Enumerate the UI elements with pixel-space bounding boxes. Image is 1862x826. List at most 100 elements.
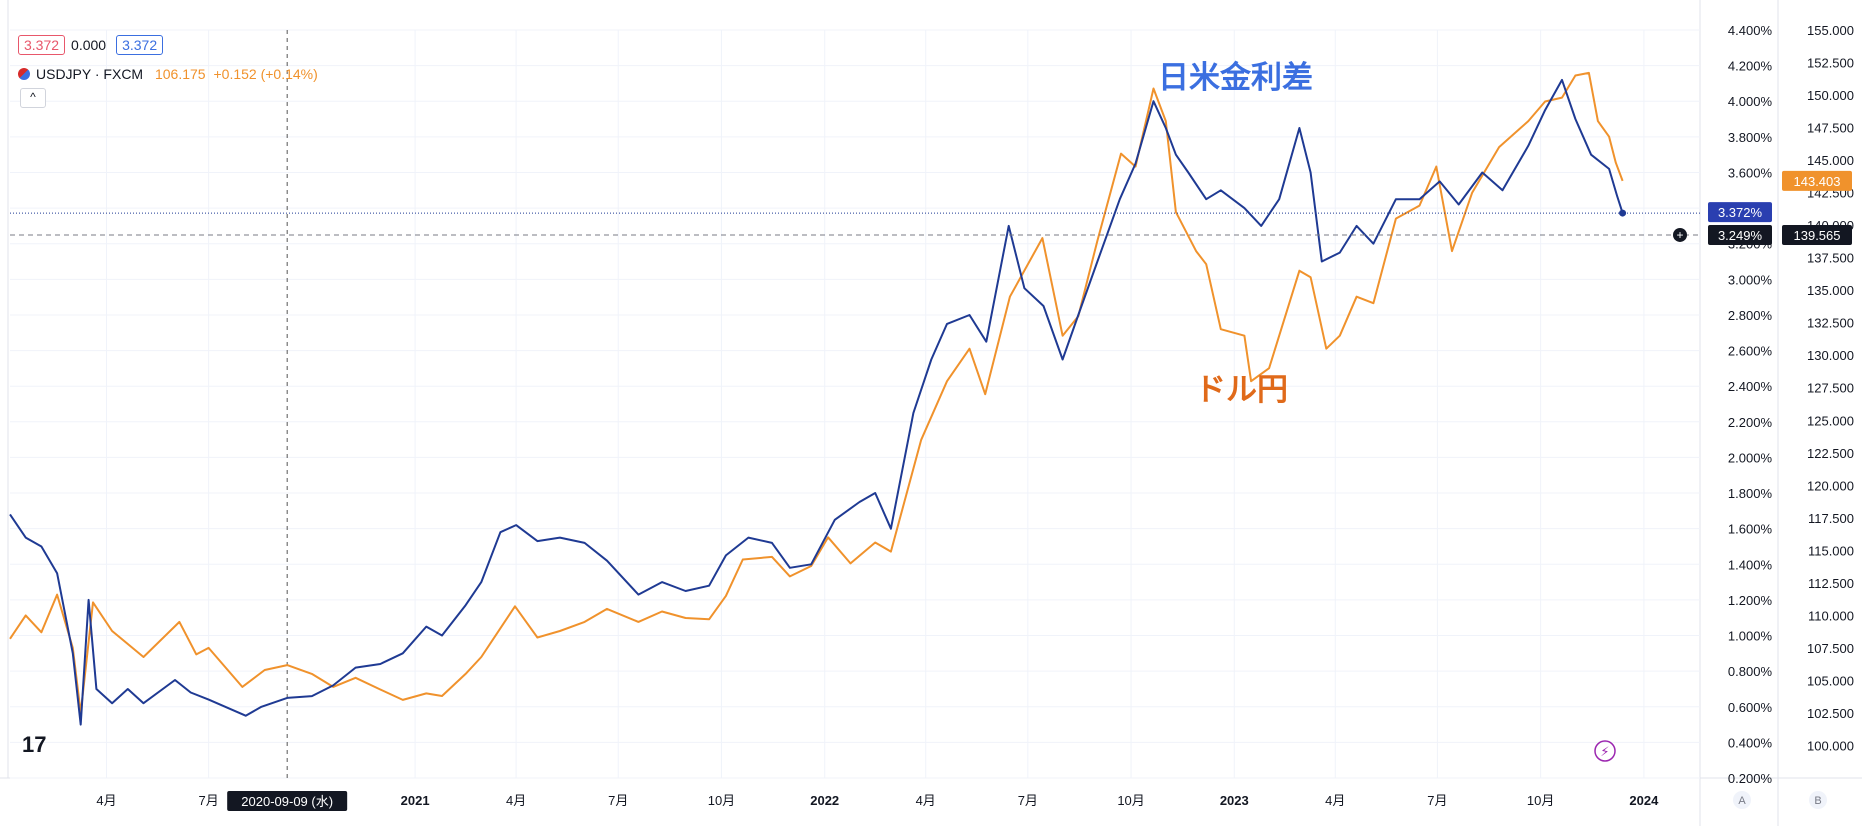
left-axis-tick: 2.000% xyxy=(1728,450,1773,465)
time-axis-tick: 2021 xyxy=(401,793,430,808)
time-axis-tick: 7月 xyxy=(199,793,219,808)
time-axis-tick: 4月 xyxy=(1325,793,1345,808)
time-axis-tick: 2022 xyxy=(810,793,839,808)
right-axis-tick: 155.000 xyxy=(1807,23,1854,38)
axis-mode-button-label: B xyxy=(1814,795,1821,807)
left-axis-tick: 3.600% xyxy=(1728,165,1773,180)
left-axis-tick: 2.800% xyxy=(1728,308,1773,323)
legend-values: 3.372 0.000 3.372 xyxy=(18,35,169,55)
right-axis-tick: 107.500 xyxy=(1807,641,1854,656)
right-axis-tick: 122.500 xyxy=(1807,446,1854,461)
right-axis-tick: 150.000 xyxy=(1807,88,1854,103)
left-axis-tick: 1.400% xyxy=(1728,557,1773,572)
left-price-axis[interactable]: 0.200% 0.400% 0.600% 0.800% 1.000% 1.200% 1.40… xyxy=(1728,23,1773,786)
left-axis-tick: 0.600% xyxy=(1728,700,1773,715)
legend-symbol-row[interactable]: USDJPY · FXCM 106.175 +0.152 (+0.14%) xyxy=(18,66,318,82)
usdjpy-last-badge xyxy=(1782,170,1852,191)
right-axis-tick: 137.500 xyxy=(1807,251,1854,266)
legend-value-change: 0.000 xyxy=(71,37,107,53)
right-axis-tick: 130.000 xyxy=(1807,348,1854,363)
right-axis-tick: 102.500 xyxy=(1807,706,1854,721)
left-axis-tick: 4.200% xyxy=(1728,59,1773,74)
axis-mode-button-b xyxy=(1809,791,1827,809)
legend-collapse-button[interactable]: ^ xyxy=(20,88,46,108)
left-axis-tick: 1.800% xyxy=(1728,486,1773,501)
spread-last-badge-text: 3.372% xyxy=(1718,205,1763,220)
right-price-axis[interactable]: 100.000 102.500 105.000 107.500 110.000 112.5… xyxy=(1807,23,1854,753)
left-axis-tick: 1.200% xyxy=(1728,593,1773,608)
legend-value-b: 3.372 xyxy=(116,35,164,55)
lightning-icon-glyph: ⚡ xyxy=(1600,744,1609,759)
time-axis-tick: 4月 xyxy=(96,793,116,808)
right-axis-tick: 115.000 xyxy=(1808,543,1854,558)
time-axis-tick: 2023 xyxy=(1220,793,1249,808)
series-layer xyxy=(9,71,1627,726)
spread-last-point xyxy=(1619,209,1627,217)
right-axis-tick: 105.000 xyxy=(1807,673,1854,688)
axis-mode-button-label: A xyxy=(1738,795,1746,807)
crosshair: 2020-09-09 (水) xyxy=(227,30,348,811)
usdjpy-line xyxy=(9,71,1624,714)
left-axis-tick: 1.000% xyxy=(1728,629,1773,644)
crosshair-left-badge xyxy=(1708,224,1772,245)
left-axis-tick: 3.800% xyxy=(1728,130,1773,145)
left-axis-tick: 0.800% xyxy=(1728,664,1773,679)
add-alert-icon-glyph: + xyxy=(1676,228,1683,242)
left-axis-tick: 2.600% xyxy=(1728,344,1773,359)
left-axis-tick: 4.400% xyxy=(1728,23,1773,38)
time-axis[interactable]: 4月 7月 2021 4月 7月 10月 2022 4月 7月 10月 2023 4月 7月 10月 202… xyxy=(96,793,1659,808)
time-axis-tick: 7月 xyxy=(1427,793,1447,808)
lightning-icon xyxy=(1594,740,1616,762)
legend-change: +0.152 (+0.14%) xyxy=(213,66,318,82)
right-axis-tick: 152.500 xyxy=(1807,56,1854,71)
crosshair-right-badge xyxy=(1782,224,1852,245)
left-axis-tick: 0.200% xyxy=(1728,771,1773,786)
time-axis-tick: 10月 xyxy=(1117,793,1144,808)
usdjpy-annotation: ドル円 xyxy=(1195,372,1288,407)
time-axis-tick: 4月 xyxy=(916,793,936,808)
right-axis-tick: 110.000 xyxy=(1808,608,1854,623)
right-axis-tick: 125.000 xyxy=(1807,413,1854,428)
time-axis-tick: 7月 xyxy=(1018,793,1038,808)
right-axis-tick: 132.500 xyxy=(1807,316,1854,331)
usd-flag-icon xyxy=(18,68,30,80)
right-axis-tick: 145.000 xyxy=(1807,153,1854,168)
left-axis-tick: 2.400% xyxy=(1728,379,1773,394)
crosshair-left-badge-text: 3.249% xyxy=(1718,228,1763,243)
right-axis-tick: 117.500 xyxy=(1808,511,1854,526)
spread-line xyxy=(9,78,1624,726)
right-axis-tick: 100.000 xyxy=(1807,738,1854,753)
misc-icons: 17 ⚡ A B xyxy=(22,732,1827,809)
crosshair-right-badge-text: 139.565 xyxy=(1794,228,1841,243)
legend-value-a: 3.372 xyxy=(18,35,66,55)
time-axis-tick: 10月 xyxy=(1527,793,1554,808)
time-axis-tick: 2024 xyxy=(1629,793,1659,808)
left-axis-tick: 3.000% xyxy=(1728,272,1773,287)
time-axis-tick: 10月 xyxy=(708,793,735,808)
left-axis-tick: 2.200% xyxy=(1728,415,1773,430)
right-axis-tick: 112.500 xyxy=(1808,576,1854,591)
tradingview-logo-icon: 17 xyxy=(22,732,46,757)
add-alert-icon xyxy=(1673,227,1687,242)
usdjpy-last-badge-text: 143.403 xyxy=(1794,174,1841,189)
time-axis-tick: 7月 xyxy=(608,793,628,808)
time-axis-tick: 4月 xyxy=(506,793,526,808)
right-axis-tick: 147.500 xyxy=(1807,121,1854,136)
right-axis-tick: 120.000 xyxy=(1807,478,1854,493)
crosshair-date-label: 2020-09-09 (水) xyxy=(241,794,333,809)
right-axis-tick: 135.000 xyxy=(1807,283,1854,298)
axis-mode-button-a xyxy=(1733,791,1751,809)
right-axis-tick: 127.500 xyxy=(1807,381,1854,396)
left-axis-tick: 4.000% xyxy=(1728,94,1773,109)
spread-last-badge xyxy=(1708,202,1772,223)
legend-price: 106.175 xyxy=(154,66,206,82)
left-axis-tick: 1.600% xyxy=(1728,522,1773,537)
legend-symbol: USDJPY · FXCM xyxy=(36,66,144,82)
crosshair-date-box xyxy=(227,791,348,811)
left-axis-tick: 0.400% xyxy=(1728,735,1773,750)
axis-badges: 3.372% 143.403 3.249% 139.565 + xyxy=(10,170,1852,245)
spread-annotation: 日米金利差 xyxy=(1158,60,1313,95)
